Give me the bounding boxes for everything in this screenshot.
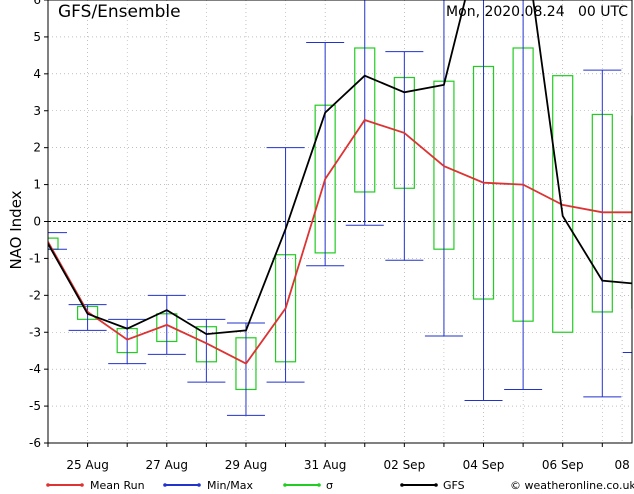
- y-tick-label: 2: [33, 141, 41, 155]
- y-tick-label: 5: [33, 30, 41, 44]
- x-tick-label: 04 Sep: [463, 458, 505, 472]
- legend-gfs-label: GFS: [443, 479, 465, 490]
- series-lines: [48, 0, 632, 365]
- y-tick-label: 1: [33, 178, 41, 192]
- y-tick-label: -1: [29, 251, 41, 265]
- y-tick-label: 0: [33, 215, 41, 229]
- legend-mean-run-label: Mean Run: [90, 479, 145, 490]
- series-line-mean-run: [48, 118, 632, 365]
- run-date-label: Mon, 2020.08.24 00 UTC: [446, 4, 628, 20]
- legend-sigma-label: σ: [326, 479, 333, 490]
- y-tick-label: -2: [29, 288, 41, 302]
- y-tick-label: -4: [29, 362, 41, 376]
- x-tick-label: 08: [614, 458, 629, 472]
- credit-label: © weatheronline.co.uk: [510, 479, 634, 490]
- x-axis-ticks: 25 Aug 27 Aug 29 Aug 31 Aug 02 Sep 04 Sep 06 S…: [47, 443, 630, 472]
- x-tick-label: 25 Aug: [66, 458, 109, 472]
- y-tick-label: 6: [33, 0, 41, 7]
- series-line-gfs: [48, 0, 632, 336]
- y-tick-label: -6: [29, 436, 41, 450]
- x-tick-label: 06 Sep: [542, 458, 584, 472]
- x-tick-label: 27 Aug: [146, 458, 189, 472]
- legend-minmax-label: Min/Max: [207, 479, 253, 490]
- sigma-box: [552, 75, 574, 333]
- y-axis-ticks: -6 -5 -4 -3 -2 -1 0 1 2 3 4 5 6: [29, 0, 48, 450]
- y-tick-label: -3: [29, 325, 41, 339]
- y-tick-label: -5: [29, 399, 41, 413]
- x-tick-label: 02 Sep: [383, 458, 425, 472]
- y-axis-label: NAO Index: [7, 190, 25, 269]
- minmax-bars: [48, 0, 632, 416]
- x-tick-label: 29 Aug: [225, 458, 268, 472]
- chart-title: GFS/Ensemble: [58, 2, 181, 22]
- x-tick-label: 31 Aug: [304, 458, 347, 472]
- y-tick-label: 3: [33, 104, 41, 118]
- sigma-box: [48, 237, 59, 250]
- legend: Mean Run Min/Max σ GFS © weatheronline.c…: [46, 479, 634, 492]
- y-tick-label: 4: [33, 67, 41, 81]
